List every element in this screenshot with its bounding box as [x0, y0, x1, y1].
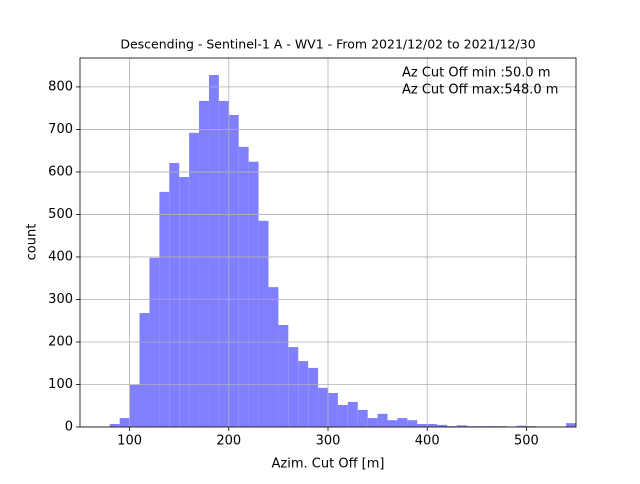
- bar: [427, 424, 437, 427]
- bar: [288, 347, 298, 427]
- x-tick-label: 400: [415, 434, 440, 449]
- bar: [209, 75, 219, 427]
- y-tick-label: 100: [48, 377, 73, 392]
- bar: [219, 101, 229, 427]
- bar: [298, 361, 308, 427]
- bar: [110, 424, 120, 427]
- x-tick-label: 500: [514, 434, 539, 449]
- bar: [368, 418, 378, 427]
- bar: [239, 147, 249, 427]
- y-tick-label: 700: [48, 122, 73, 137]
- chart-title: Descending - Sentinel-1 A - WV1 - From 2…: [120, 37, 535, 52]
- bar: [407, 420, 417, 427]
- bar: [120, 418, 130, 427]
- bar: [348, 402, 358, 427]
- annotation: Az Cut Off max:548.0 m: [402, 83, 558, 98]
- y-tick-label: 0: [65, 420, 73, 435]
- y-tick-label: 200: [48, 334, 73, 349]
- bar: [229, 115, 239, 427]
- bar: [328, 393, 338, 427]
- bar: [130, 385, 140, 427]
- x-tick-label: 300: [316, 434, 341, 449]
- x-tick-label: 100: [117, 434, 142, 449]
- bar: [249, 162, 259, 427]
- bar: [417, 424, 427, 427]
- bar: [149, 258, 159, 427]
- y-tick-label: 400: [48, 249, 73, 264]
- bar: [308, 368, 318, 427]
- bar: [378, 414, 388, 427]
- x-tick-label: 200: [216, 434, 241, 449]
- y-tick-label: 600: [48, 164, 73, 179]
- bar: [318, 388, 328, 427]
- bar: [388, 420, 398, 427]
- bar: [189, 133, 199, 427]
- bar: [358, 410, 368, 427]
- y-tick-label: 800: [48, 79, 73, 94]
- y-axis-label: count: [25, 224, 40, 261]
- bar: [140, 313, 150, 427]
- bar: [259, 221, 269, 427]
- bar: [397, 418, 407, 427]
- y-tick-label: 300: [48, 292, 73, 307]
- bar: [566, 423, 576, 427]
- x-axis-label: Azim. Cut Off [m]: [272, 457, 385, 472]
- bar: [199, 101, 209, 427]
- bar: [159, 192, 169, 427]
- y-tick-label: 500: [48, 207, 73, 222]
- bar: [169, 163, 179, 427]
- annotation: Az Cut Off min :50.0 m: [402, 66, 550, 81]
- bar: [268, 287, 278, 427]
- bar: [278, 325, 288, 427]
- bar: [338, 405, 348, 427]
